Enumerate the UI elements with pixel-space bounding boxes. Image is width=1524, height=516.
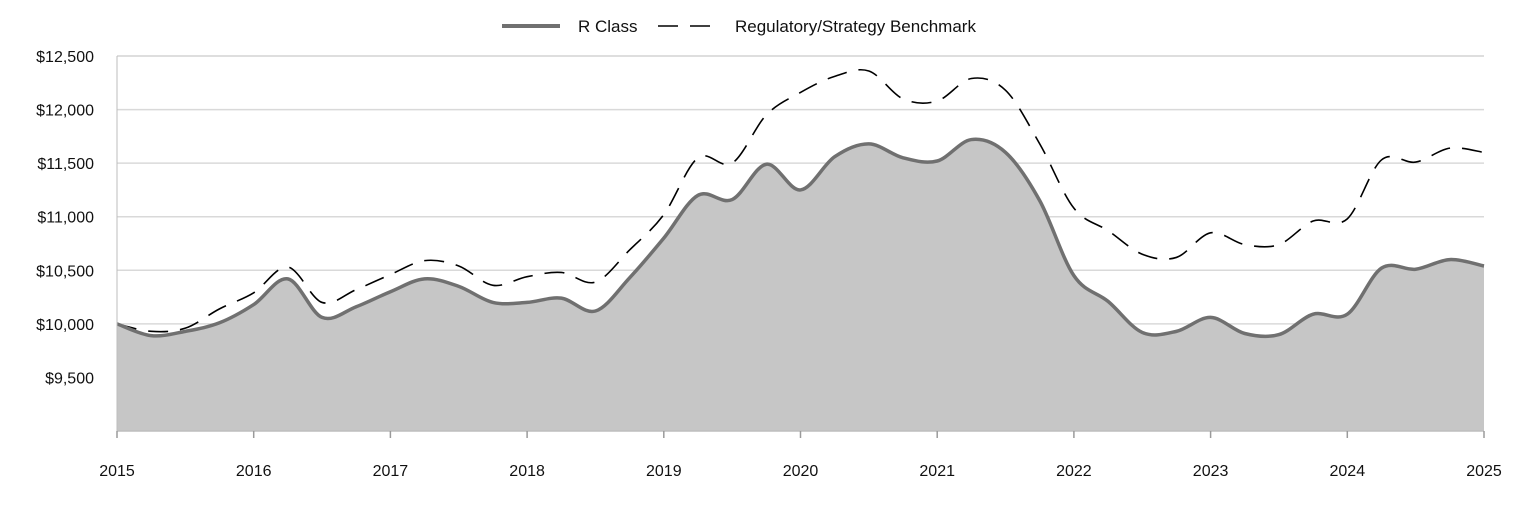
benchmark-line: [116, 68, 1485, 333]
legend-label-r-class: R Class: [578, 17, 638, 36]
x-tick-label: 2022: [1056, 463, 1092, 480]
y-tick-label: $10,000: [36, 317, 94, 334]
x-tick-label: 2016: [236, 463, 272, 480]
y-tick-label: $12,000: [36, 103, 94, 120]
x-tick-label: 2017: [373, 463, 409, 480]
axes: $9,500 $10,000 $10,500 $11,000 $11,500 $12,00…: [36, 49, 1502, 480]
legend: R Class Regulatory/Strategy Benchmark: [502, 17, 976, 36]
r-class-area-fill: [117, 139, 1484, 431]
y-tick-label: $9,500: [45, 370, 94, 387]
x-tick-label: 2023: [1193, 463, 1229, 480]
x-tick-label: 2020: [783, 463, 819, 480]
r-class-line: [116, 137, 1485, 339]
x-tick-label: 2025: [1466, 463, 1502, 480]
y-tick-label: $10,500: [36, 263, 94, 280]
r-class-area: [117, 139, 1484, 431]
x-tick-label: 2015: [99, 463, 135, 480]
legend-label-benchmark: Regulatory/Strategy Benchmark: [735, 17, 976, 36]
series-lines: [116, 68, 1485, 339]
y-tick-label: $11,000: [37, 210, 94, 227]
y-tick-label: $11,500: [37, 156, 94, 173]
x-tick-label: 2024: [1330, 463, 1366, 480]
x-tick-label: 2019: [646, 463, 682, 480]
x-tick-label: 2021: [919, 463, 955, 480]
x-tick-label: 2018: [509, 463, 545, 480]
y-tick-label: $12,500: [36, 49, 94, 66]
